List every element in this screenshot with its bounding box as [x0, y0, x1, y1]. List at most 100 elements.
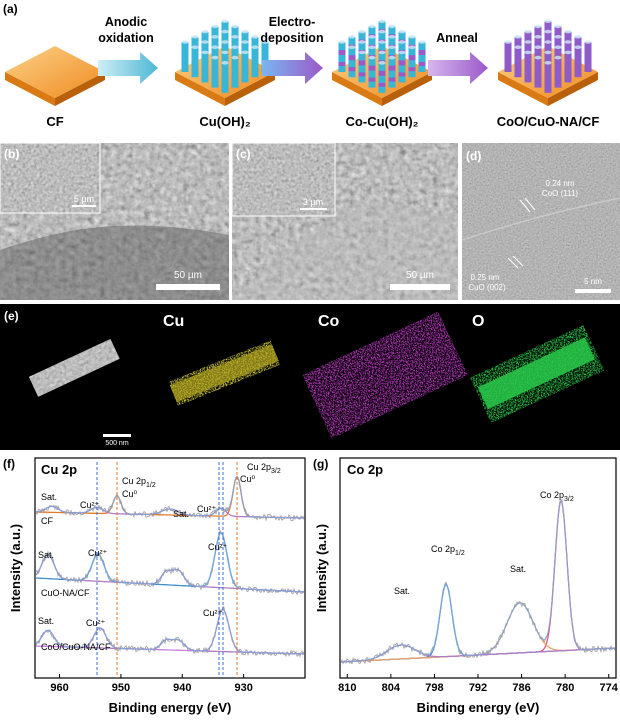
- nanorod-top: [358, 50, 366, 55]
- nanorod-top: [398, 29, 406, 34]
- step-label: Anneal: [436, 31, 478, 45]
- raw-spectrum: [340, 498, 616, 665]
- fringe-label: 0.25 nm: [471, 273, 500, 282]
- fit-envelope: [35, 609, 304, 655]
- scale-label: 3 µm: [303, 197, 323, 207]
- panel-label: (g): [313, 457, 328, 471]
- coating: [408, 55, 416, 61]
- nanorod-top: [221, 40, 229, 44]
- sample-label: Co-Cu(OH)₂: [346, 114, 419, 129]
- plot-title: Co 2p: [347, 462, 383, 477]
- nanorod-top: [241, 50, 249, 55]
- nanorod-top: [378, 61, 386, 65]
- nanorod-top: [368, 35, 376, 39]
- peak-text: Co 2p: [540, 490, 564, 500]
- nanorod: [564, 52, 572, 83]
- nanorod-top: [534, 45, 542, 49]
- nanorod: [201, 52, 209, 83]
- substrate-side: [548, 72, 598, 106]
- nanorod-top: [191, 45, 199, 49]
- substrate-side: [175, 72, 225, 106]
- nanorod: [398, 52, 406, 83]
- coating: [408, 67, 416, 72]
- nanorod: [211, 57, 219, 88]
- y-axis-label: Intensity (a.u.): [8, 524, 23, 612]
- coating: [398, 60, 406, 66]
- sample-label: CoO/CuO-NA/CF: [497, 114, 600, 129]
- nanorod-top: [348, 45, 356, 49]
- substrate-side: [5, 72, 55, 106]
- nanorod-top: [398, 40, 406, 44]
- fit-envelope: [36, 475, 304, 519]
- nanorod-top: [201, 29, 209, 34]
- coating: [358, 72, 366, 77]
- x-tick-label: 930: [234, 682, 252, 694]
- fit-component: [35, 553, 305, 593]
- nanorod: [338, 42, 346, 72]
- plot-title: Cu 2p: [41, 462, 77, 477]
- coating: [388, 65, 396, 71]
- scale-label: 5 nm: [584, 277, 602, 286]
- peak-label: Co 2p1/2: [431, 544, 465, 557]
- nanorod-top: [524, 29, 532, 34]
- step-label: Electro-: [269, 15, 316, 29]
- inset-border: [231, 142, 336, 217]
- peak-label: Cu 2p1/2: [122, 476, 156, 489]
- x-tick-label: 774: [600, 682, 619, 694]
- nanorod-top: [201, 40, 209, 44]
- peak-sub: 3/2: [271, 468, 281, 475]
- nanorod: [514, 47, 522, 78]
- peak-text: Cu 2p: [122, 476, 146, 486]
- fit-component: [35, 531, 305, 593]
- y-axis-label: Intensity (a.u.): [314, 524, 329, 612]
- fringe-label: CuO (002): [468, 283, 506, 292]
- nanorod-top: [211, 45, 219, 49]
- coating: [378, 82, 386, 87]
- panel-label: (f): [3, 457, 15, 471]
- map-cu-core: [169, 344, 279, 403]
- nanorod-top: [388, 45, 396, 49]
- x-tick-label: 786: [512, 682, 530, 694]
- nanorod-top: [211, 35, 219, 39]
- substrate-side: [332, 72, 382, 106]
- nanorod-top: [388, 55, 396, 60]
- step-label: oxidation: [98, 31, 154, 45]
- species-label: Sat.: [173, 509, 189, 519]
- nanorod-top: [378, 40, 386, 44]
- substrate-side: [225, 72, 275, 106]
- nanorod-top: [554, 55, 562, 60]
- nanorod: [574, 47, 582, 78]
- species-label: Cu²⁺: [86, 618, 106, 628]
- arrow: [98, 52, 158, 84]
- nanorod-top: [534, 55, 542, 60]
- element-label: O: [472, 313, 484, 330]
- nanorod-top: [388, 35, 396, 39]
- arrow: [262, 52, 323, 84]
- nanorod-top: [348, 35, 356, 39]
- species-label: Sat.: [41, 492, 57, 502]
- nanorod-top: [221, 29, 229, 34]
- fringe-label: 0.24 nm: [546, 179, 575, 188]
- element-label: Co: [318, 313, 340, 330]
- nanorod-top: [368, 45, 376, 49]
- x-tick-label: 960: [50, 682, 68, 694]
- species-label: Cu²⁺: [203, 608, 223, 618]
- nanorod: [388, 57, 396, 88]
- x-tick-label: 792: [469, 682, 487, 694]
- nanorod-top: [534, 24, 542, 29]
- nanorod-top: [231, 55, 239, 60]
- peak-text: Cu 2p: [247, 462, 271, 472]
- nanorod-top: [418, 40, 426, 44]
- nanorod-top: [554, 45, 562, 49]
- nanorod-top: [221, 61, 229, 65]
- nanorod-top: [211, 55, 219, 60]
- substrate-side: [55, 72, 105, 106]
- map-co: [302, 311, 468, 439]
- nanorod-top: [388, 24, 396, 29]
- nanorod-top: [544, 61, 552, 65]
- plot-frame: [339, 457, 617, 679]
- nanorod-top: [574, 35, 582, 39]
- coating: [358, 60, 366, 66]
- species-label: Cu²⁺: [197, 504, 217, 514]
- panel-label: (b): [4, 147, 19, 161]
